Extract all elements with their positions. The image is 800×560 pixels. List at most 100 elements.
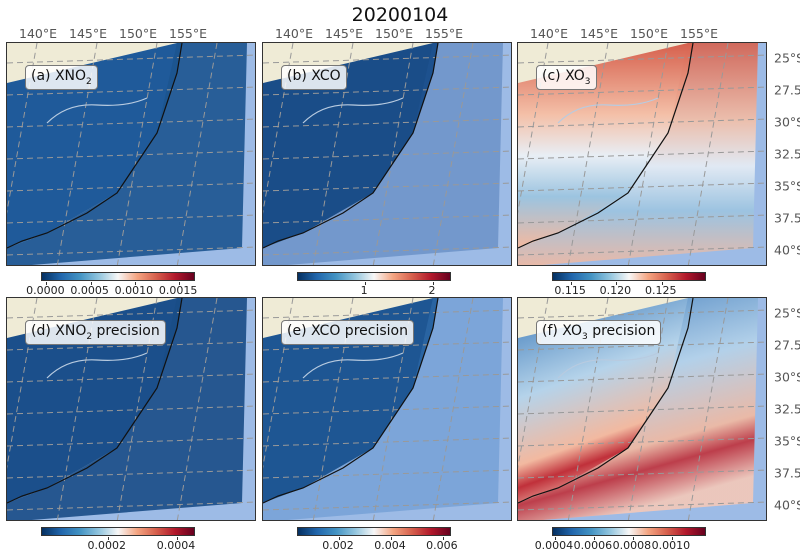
latitude-label: 27.5°S bbox=[774, 82, 800, 98]
parallel-gridline bbox=[518, 373, 766, 383]
river bbox=[557, 352, 659, 379]
parallel-gridline bbox=[518, 54, 766, 64]
parallel-gridline bbox=[7, 437, 255, 447]
longitude-label: 155°E bbox=[679, 26, 719, 41]
meridian-gridline bbox=[176, 43, 218, 265]
parallel-gridline bbox=[263, 309, 511, 319]
coastline bbox=[518, 43, 694, 249]
parallel-gridline bbox=[518, 118, 766, 128]
coastline bbox=[263, 43, 439, 249]
parallel-gridline bbox=[7, 405, 255, 415]
parallel-gridline bbox=[7, 214, 255, 224]
data-swath-land bbox=[7, 43, 182, 248]
colorbar-a bbox=[41, 272, 195, 285]
parallel-gridline bbox=[518, 469, 766, 479]
river bbox=[302, 97, 404, 124]
figure-title: 20200104 bbox=[351, 4, 449, 26]
latitude-label: 40°S bbox=[774, 497, 800, 513]
parallel-gridline bbox=[7, 150, 255, 160]
colorbar-tick bbox=[179, 282, 181, 285]
parallel-gridline bbox=[263, 182, 511, 192]
colorbar-tick-label: 0.004 bbox=[374, 539, 406, 552]
colorbar-tick bbox=[442, 537, 444, 540]
coastline bbox=[263, 298, 439, 504]
colorbar-tick-label: 0.0002 bbox=[87, 539, 127, 552]
longitude-label: 155°E bbox=[168, 26, 208, 41]
data-swath-land bbox=[7, 298, 182, 503]
longitude-label: 150°E bbox=[629, 26, 669, 41]
river bbox=[557, 97, 659, 124]
latitude-label: 30°S bbox=[774, 369, 800, 385]
latitude-label: 32.5°S bbox=[774, 401, 800, 417]
colorbar-tick bbox=[632, 537, 634, 540]
colorbar-tick bbox=[593, 537, 595, 540]
meridian-gridline bbox=[7, 298, 38, 469]
parallel-gridline bbox=[263, 501, 511, 511]
parallel-gridline bbox=[7, 469, 255, 479]
parallel-gridline bbox=[518, 214, 766, 224]
colorbar-tick bbox=[46, 282, 48, 285]
colorbar-tick bbox=[134, 282, 136, 285]
colorbar-tick-label: 0.006 bbox=[426, 539, 458, 552]
longitude-label: 150°E bbox=[374, 26, 414, 41]
colorbar-tick bbox=[90, 282, 92, 285]
river bbox=[46, 97, 148, 124]
meridian-gridline bbox=[432, 298, 474, 520]
longitude-label: 145°E bbox=[68, 26, 108, 41]
latitude-label: 37.5°S bbox=[774, 465, 800, 481]
meridian-gridline bbox=[176, 298, 218, 520]
panel-label: (e) XCO precision bbox=[281, 320, 414, 345]
map-panel-a: (a) XNO2 bbox=[6, 42, 256, 266]
colorbar-tick-label: 0.0008 bbox=[612, 539, 652, 552]
parallel-gridline bbox=[7, 246, 255, 256]
river bbox=[46, 352, 148, 379]
colorbar-tick-label: 0.0006 bbox=[573, 539, 613, 552]
meridian-gridline bbox=[312, 43, 354, 265]
longitude-label: 150°E bbox=[118, 26, 158, 41]
parallel-gridline bbox=[263, 150, 511, 160]
colorbar-tick-label: 2 bbox=[428, 284, 436, 297]
data-swath-land bbox=[518, 298, 693, 503]
panel-label: (a) XNO2 bbox=[25, 65, 98, 90]
coastline bbox=[7, 43, 183, 249]
meridian-gridline bbox=[7, 43, 38, 214]
parallel-gridline bbox=[7, 54, 255, 64]
parallel-gridline bbox=[263, 405, 511, 415]
colorbar-tick-label: 0.002 bbox=[322, 539, 354, 552]
colorbar-tick bbox=[571, 282, 573, 285]
colorbar-tick-label: 0.125 bbox=[644, 284, 677, 297]
meridian-gridline bbox=[432, 43, 474, 265]
parallel-gridline bbox=[518, 405, 766, 415]
parallel-gridline bbox=[7, 182, 255, 192]
meridian-gridline bbox=[567, 43, 609, 265]
colorbar-tick bbox=[433, 282, 434, 285]
parallel-gridline bbox=[7, 86, 255, 96]
ocean-area bbox=[263, 43, 511, 265]
river bbox=[302, 352, 404, 379]
panel-label: (d) XNO2 precision bbox=[25, 320, 166, 345]
parallel-gridline bbox=[263, 246, 511, 256]
colorbar-b bbox=[297, 272, 451, 285]
coastline bbox=[7, 298, 183, 504]
colorbar-tick bbox=[339, 537, 341, 540]
latitude-label: 27.5°S bbox=[774, 337, 800, 353]
colorbar-tick-label: 0.0004 bbox=[534, 539, 574, 552]
data-swath-offshore bbox=[7, 43, 247, 265]
colorbar-tick bbox=[554, 537, 556, 540]
colorbar-tick bbox=[671, 537, 673, 540]
parallel-gridline bbox=[518, 437, 766, 447]
data-swath-land bbox=[518, 43, 693, 248]
meridian-gridline bbox=[687, 43, 729, 265]
latitude-label: 40°S bbox=[774, 242, 800, 258]
parallel-gridline bbox=[518, 309, 766, 319]
parallel-gridline bbox=[518, 150, 766, 160]
parallel-gridline bbox=[518, 246, 766, 256]
parallel-gridline bbox=[518, 182, 766, 192]
meridian-gridline bbox=[56, 43, 98, 265]
parallel-gridline bbox=[7, 341, 255, 351]
colorbar-tick bbox=[390, 537, 392, 540]
map-panel-e: (e) XCO precision bbox=[262, 297, 512, 521]
panel-label: (c) XO3 bbox=[536, 65, 597, 90]
longitude-label: 145°E bbox=[324, 26, 364, 41]
map-panel-d: (d) XNO2 precision bbox=[6, 297, 256, 521]
